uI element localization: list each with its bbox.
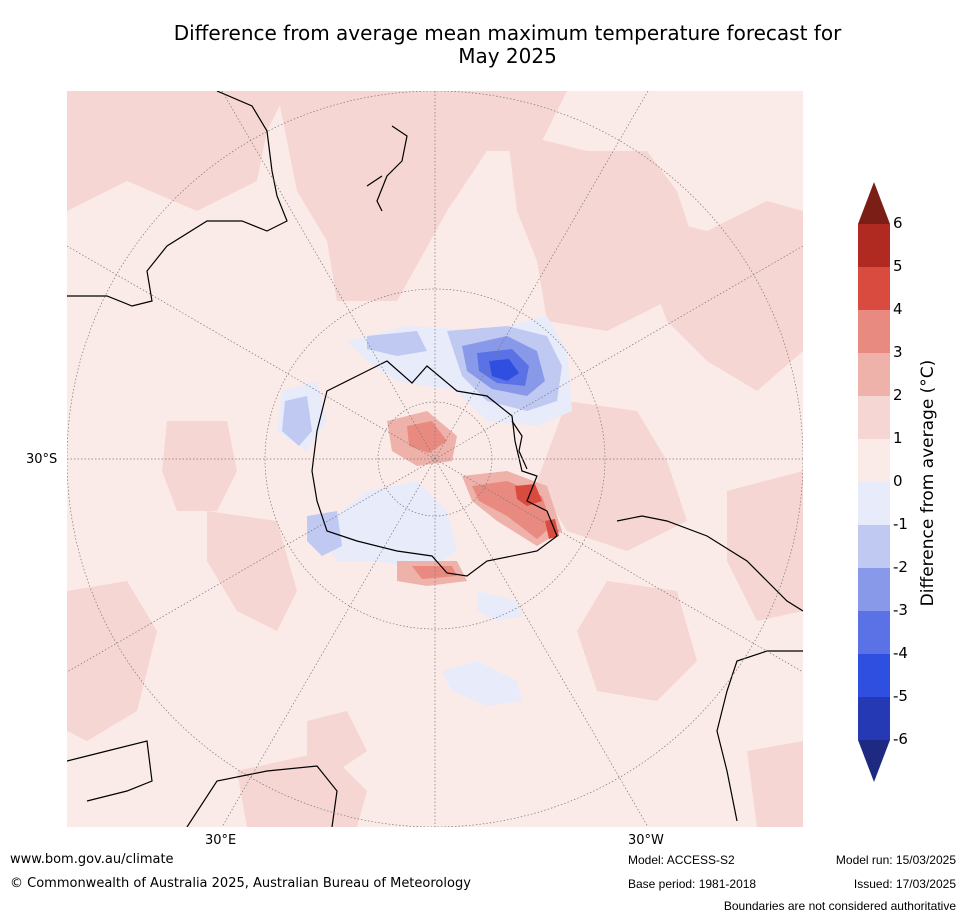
title-line-1: Difference from average mean maximum tem… [173,21,842,45]
base-period: Base period: 1981-2018 [628,877,757,891]
colorbar-band-m5-m6 [858,697,890,740]
colorbar-tick-label: 6 [893,214,903,232]
graticule [67,91,803,827]
colorbar-tick-label: -6 [893,730,908,748]
colorbar-under-arrow [858,740,890,782]
colorbar-title: Difference from average (°C) [918,359,938,607]
antarctic-peninsula [511,420,528,470]
colorbar-tick-label: 0 [893,472,903,490]
map-title: Difference from average mean maximum tem… [0,22,965,68]
model-name: Model: ACCESS-S2 [628,853,735,867]
colorbar [858,182,890,782]
longitude-label-30w: 30°W [628,833,664,848]
colorbar-tick-label: -1 [893,515,908,533]
issued-date: Issued: 17/03/2025 [853,877,956,891]
new-zealand-coastline [366,125,408,212]
anomaly-m4-m5-patches [489,359,519,381]
polar-map [67,91,803,827]
title-line-2: May 2025 [458,44,557,68]
colorbar-tick-label: 5 [893,257,903,275]
colorbar-band-m3-m4 [858,611,890,654]
colorbar-band-5-4 [858,267,890,310]
colorbar-band-m2-m3 [858,568,890,611]
antarctica-coastline [311,360,558,577]
model-run: Model run: 15/03/2025 [835,853,956,867]
colorbar-over-arrow [858,182,890,224]
colorbar-tick-label: -5 [893,687,908,705]
footer-copyright: © Commonwealth of Australia 2025, Austra… [10,876,471,891]
colorbar-tick-label: -4 [893,644,908,662]
colorbar-tick-label: 2 [893,386,903,404]
colorbar-tick-label: 3 [893,343,903,361]
colorbar-tick-label: -3 [893,601,908,619]
footer-url[interactable]: www.bom.gov.au/climate [10,852,174,867]
colorbar-band-4-3 [858,310,890,353]
colorbar-band-m1-m2 [858,525,890,568]
colorbar-band-6-5 [858,224,890,267]
colorbar-band-1-0 [858,439,890,482]
colorbar-tick-label: 4 [893,300,903,318]
latitude-label-30s: 30°S [26,452,58,467]
colorbar-band-2-1 [858,396,890,439]
colorbar-band-3-2 [858,353,890,396]
colorbar-tick-label: -2 [893,558,908,576]
colorbar-band-m4-m5 [858,654,890,697]
boundary-disclaimer: Boundaries are not considered authoritat… [723,899,956,913]
anomaly-4-5-patches [515,484,559,539]
colorbar-tick-label: 1 [893,429,903,447]
australia-coastline [67,91,288,307]
africa-coastline [67,740,338,827]
anomaly-1-2-patches [67,91,803,827]
longitude-label-30e: 30°E [205,833,237,848]
colorbar-band-0-m1 [858,482,890,525]
